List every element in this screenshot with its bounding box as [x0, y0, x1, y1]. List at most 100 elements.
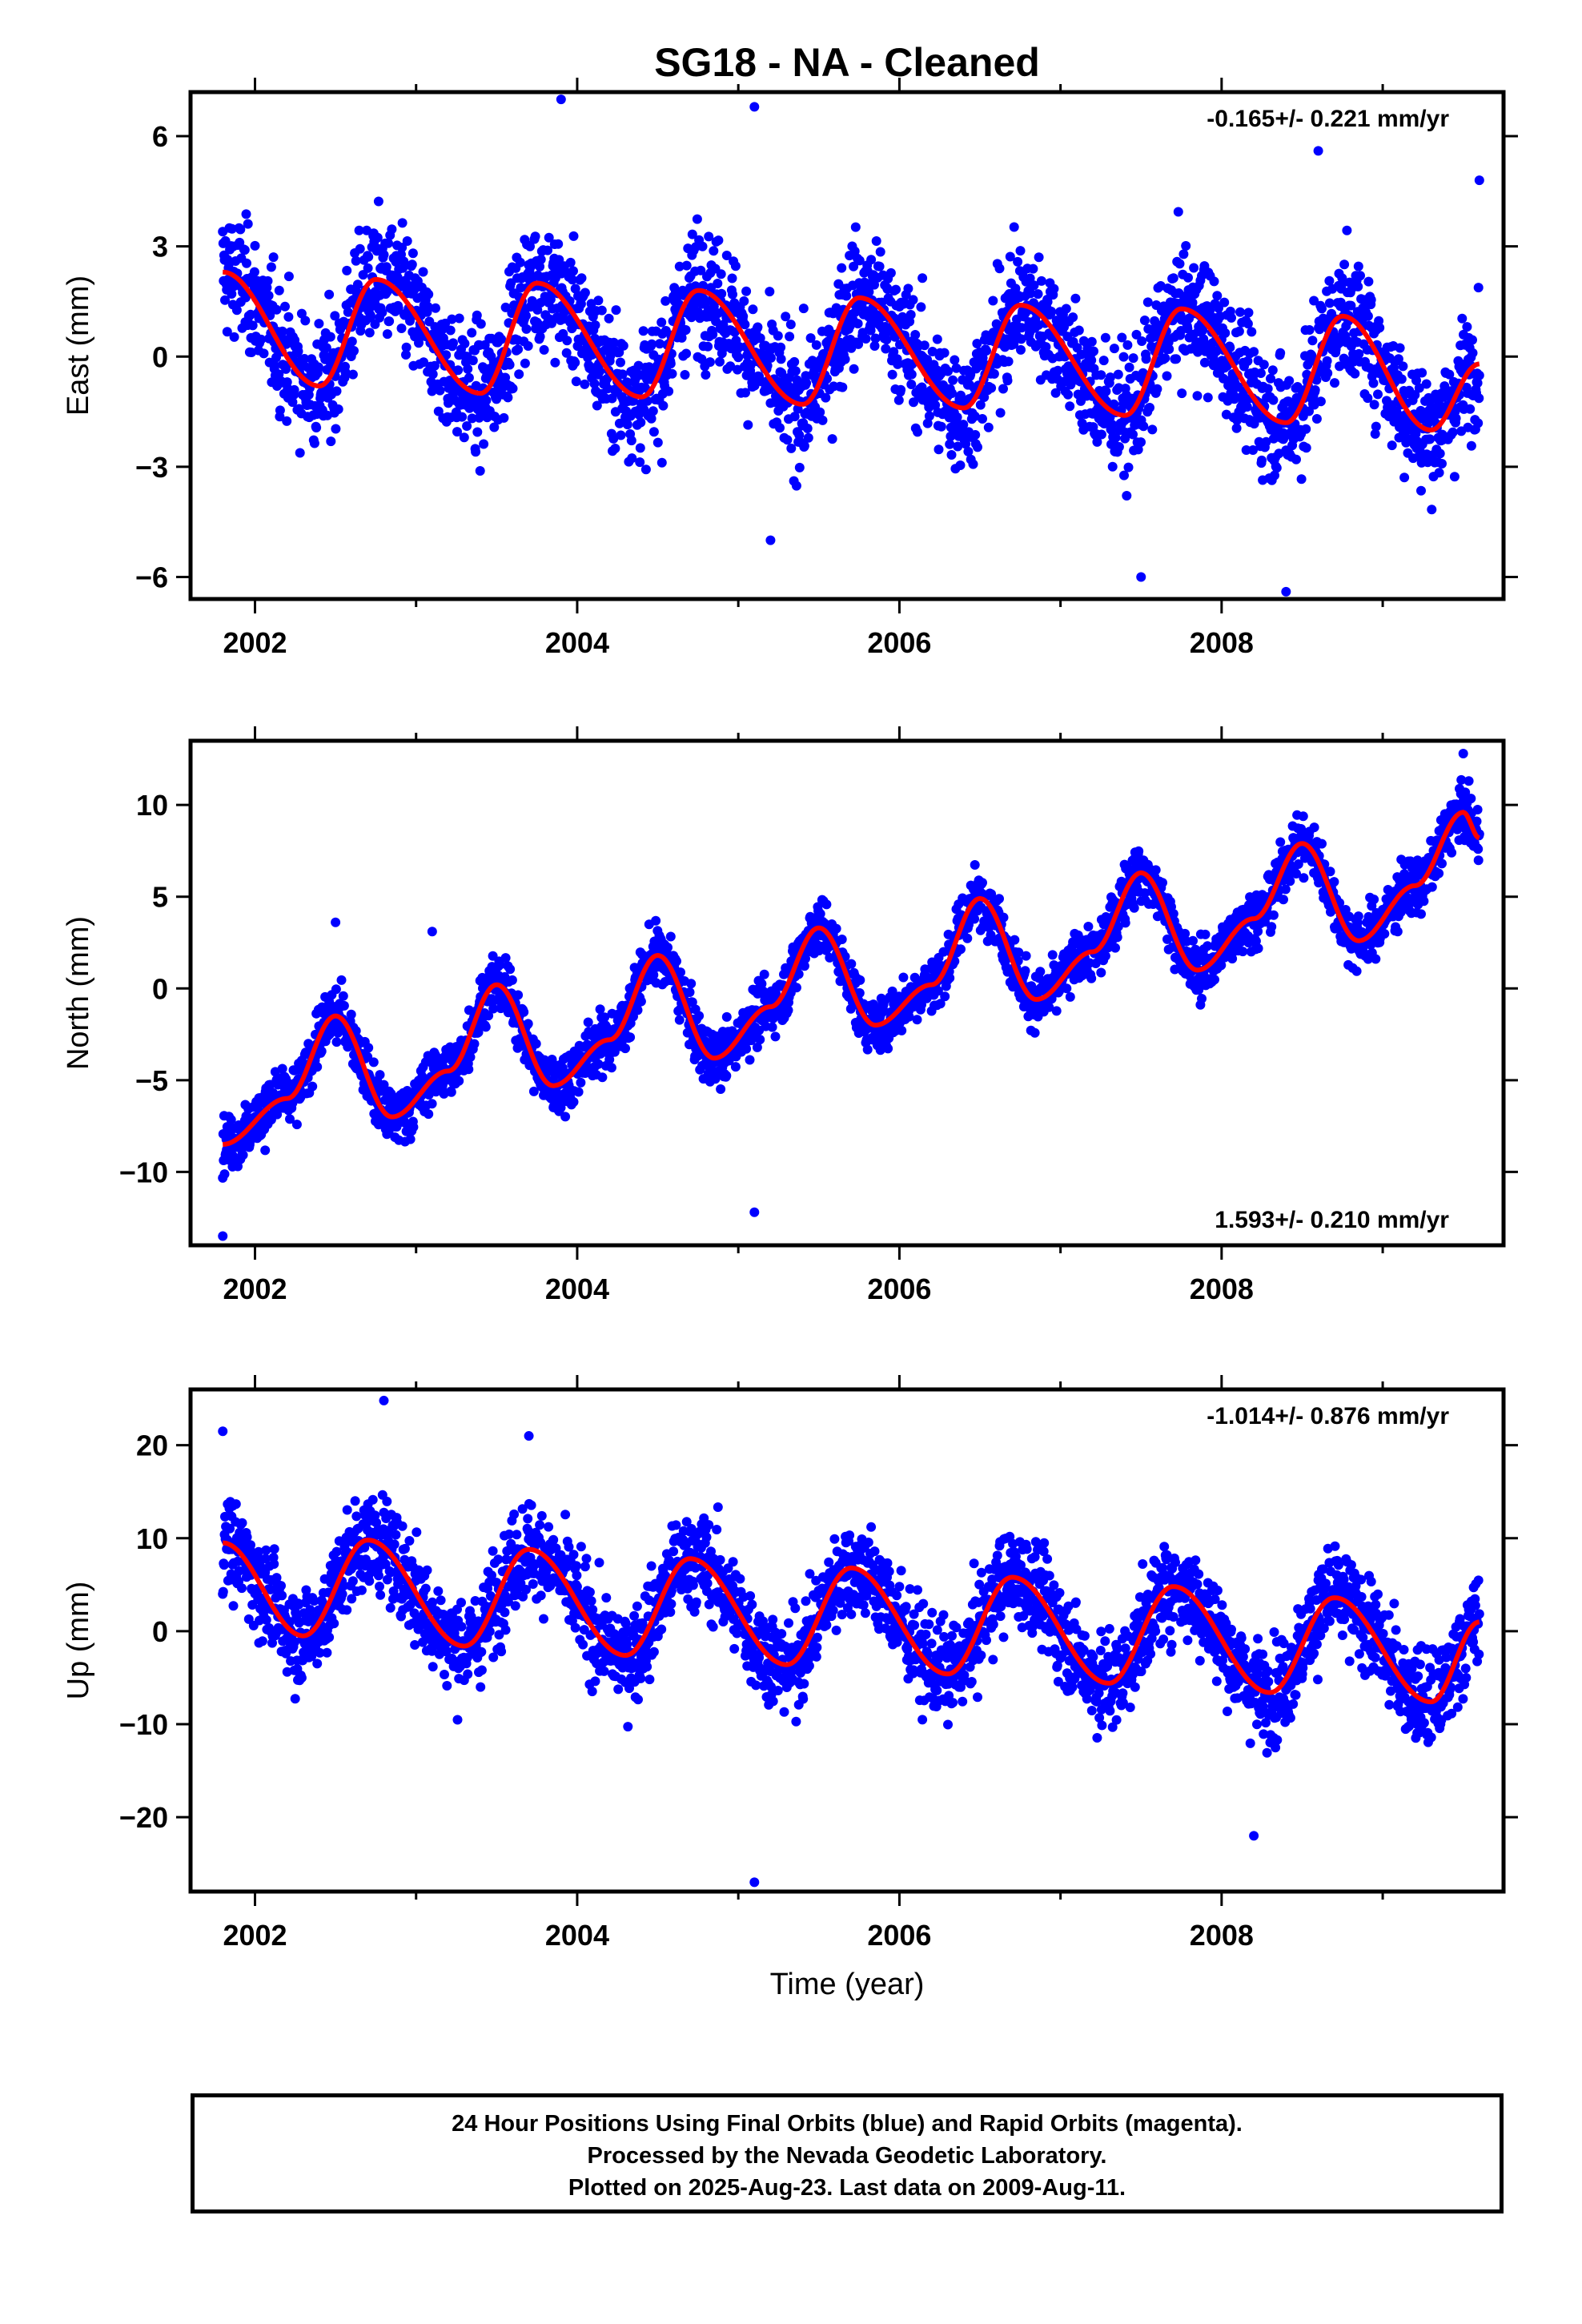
data-point [554, 255, 564, 265]
data-point [271, 304, 282, 315]
data-point [1138, 421, 1149, 432]
data-point [1113, 922, 1123, 931]
data-point [946, 450, 957, 460]
data-point [648, 970, 659, 980]
data-point [917, 999, 926, 1010]
data-point [930, 400, 941, 410]
data-point [384, 316, 395, 327]
data-point [727, 273, 737, 283]
data-point [799, 961, 809, 971]
data-point [640, 464, 651, 475]
data-point [626, 436, 636, 446]
data-point [687, 997, 697, 1007]
data-point [1235, 307, 1245, 317]
data-point [364, 328, 375, 338]
data-point [905, 310, 916, 320]
data-point [1466, 440, 1476, 451]
data-point [924, 411, 934, 421]
data-point [1147, 424, 1158, 435]
data-point [419, 357, 429, 368]
data-point [665, 931, 676, 942]
data-point [562, 336, 572, 346]
data-point [435, 385, 445, 396]
data-point [295, 448, 305, 458]
data-point [1074, 325, 1084, 336]
data-point [1010, 935, 1020, 945]
data-point [1063, 389, 1073, 400]
data-point [752, 1042, 762, 1052]
data-point [1009, 222, 1019, 232]
data-point [1270, 470, 1279, 480]
data-point [280, 301, 290, 312]
data-point [1092, 436, 1102, 447]
data-point [468, 356, 478, 366]
data-point [453, 365, 464, 376]
data-point [1474, 370, 1484, 380]
data-point [576, 273, 587, 283]
data-point [908, 295, 918, 305]
data-point [259, 348, 269, 359]
data-point [970, 411, 980, 421]
data-point [379, 1080, 389, 1090]
data-point [568, 231, 579, 241]
data-point [499, 412, 509, 423]
data-point [897, 312, 908, 322]
data-point [1263, 384, 1273, 394]
data-point [1100, 951, 1110, 961]
data-point [627, 453, 637, 464]
data-point [713, 235, 724, 246]
data-point [525, 241, 535, 251]
data-point [855, 975, 865, 985]
data-point [1435, 448, 1445, 459]
data-point [698, 280, 709, 291]
data-point [471, 447, 481, 457]
data-point [869, 341, 880, 351]
daily-positions-east [218, 94, 1484, 597]
data-point [1183, 272, 1193, 283]
data-point [1346, 300, 1356, 311]
data-point [1395, 343, 1405, 353]
data-point [447, 314, 457, 324]
data-point [382, 329, 392, 340]
data-point [1363, 276, 1374, 287]
data-point [407, 259, 417, 270]
data-point [523, 341, 533, 351]
data-point [1266, 373, 1275, 384]
data-point [686, 979, 697, 989]
data-point [433, 406, 444, 416]
data-point [464, 1064, 474, 1075]
data-point [638, 326, 648, 336]
data-point [1212, 291, 1223, 301]
data-point [940, 991, 950, 1002]
data-point [1122, 491, 1132, 501]
data-point [986, 383, 997, 393]
data-point [881, 344, 891, 354]
data-point [227, 223, 237, 234]
model-curve-east [222, 269, 1480, 432]
data-point [1310, 385, 1320, 395]
data-point [904, 1011, 914, 1022]
data-point [249, 267, 259, 277]
data-point [620, 1043, 630, 1054]
data-point [927, 347, 938, 356]
data-point [935, 999, 946, 1009]
data-point [1049, 283, 1059, 294]
data-point [539, 344, 549, 355]
data-point [903, 283, 913, 294]
data-point [1399, 472, 1410, 483]
data-point [459, 432, 469, 443]
data-point [950, 355, 960, 365]
data-point [674, 261, 685, 271]
data-point [1053, 365, 1063, 376]
data-point [223, 275, 233, 284]
data-point [346, 1009, 356, 1019]
data-point [314, 319, 324, 329]
data-point [785, 320, 796, 330]
data-point [968, 459, 978, 469]
data-point [324, 289, 335, 300]
data-point [550, 357, 560, 368]
data-point [1137, 336, 1147, 346]
data-point [593, 1059, 604, 1069]
data-point [1189, 263, 1199, 273]
data-point [401, 342, 412, 352]
